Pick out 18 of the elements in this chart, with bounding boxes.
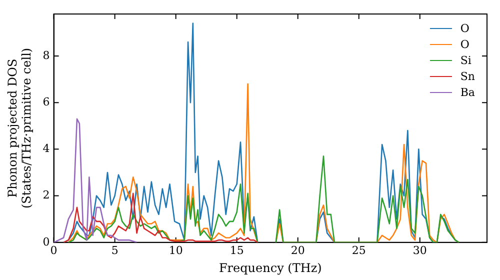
x-tick-label: 30 xyxy=(412,244,427,257)
x-tick-label: 25 xyxy=(352,244,366,257)
legend-label: Si xyxy=(460,54,472,66)
y-tick-label: 4 xyxy=(42,142,50,156)
y-axis-title: Phonon projected DOS (States/THz·primitive cell) xyxy=(5,48,34,209)
y-tick-label: 6 xyxy=(42,95,50,108)
x-axis-title: Frequency (THz) xyxy=(218,260,322,275)
y-tick-label: 0 xyxy=(42,235,50,248)
x-tick-label: 20 xyxy=(290,244,305,257)
x-tick-label: 10 xyxy=(168,244,183,257)
legend-label: Sn xyxy=(460,70,475,82)
y-tick-label: 2 xyxy=(42,188,50,202)
legend-label: O xyxy=(460,38,470,50)
x-tick-label: 15 xyxy=(230,244,244,257)
x-tick-label: 5 xyxy=(111,244,118,257)
legend-label: Ba xyxy=(460,86,475,98)
y-tick-label: 8 xyxy=(42,48,50,62)
legend-label: O xyxy=(460,22,470,34)
